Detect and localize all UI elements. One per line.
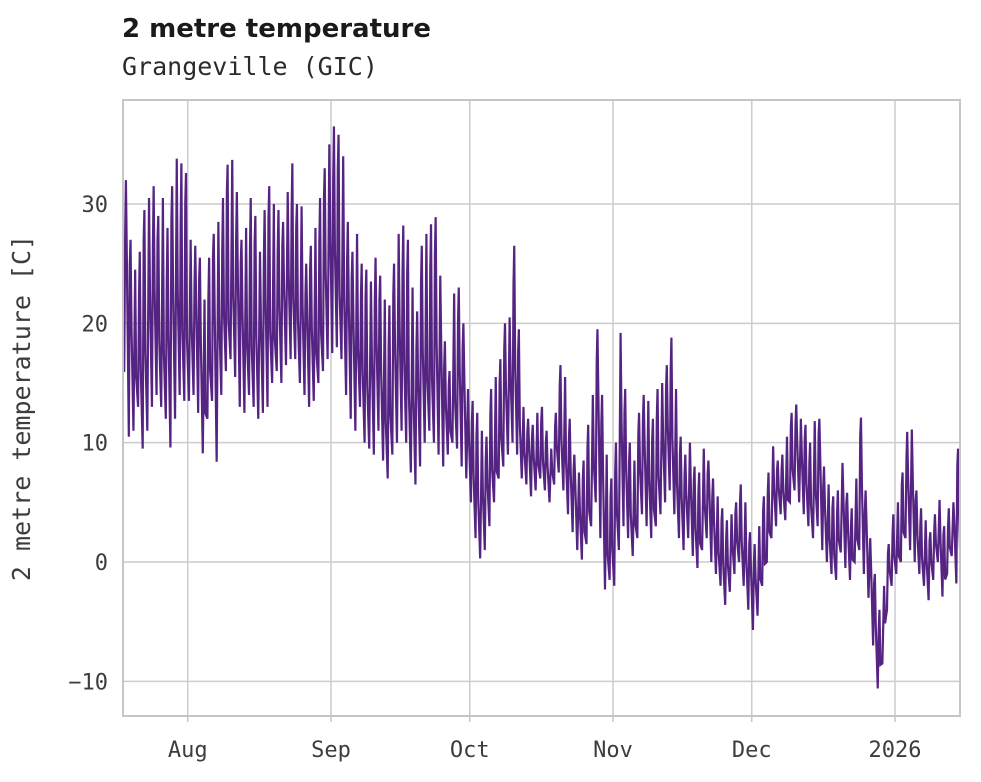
x-tick-label: Aug [168,738,208,763]
y-tick-label: 10 [82,432,109,457]
x-tick-marks [186,716,896,722]
x-tick-label: Dec [732,738,772,763]
temperature-series-line [123,126,960,689]
y-tick-label: −10 [68,670,108,695]
y-tick-label: 30 [82,193,109,218]
y-axis-label: 2 metre temperature [C] [7,235,36,581]
chart-subtitle: Grangeville (GIC) [122,52,378,81]
x-tick-label: Nov [593,738,633,763]
x-tick-label: Oct [450,738,490,763]
y-tick-labels: −10 0 10 20 30 [68,193,108,695]
y-tick-label: 0 [95,551,108,576]
plot-frame [122,99,961,717]
x-tick-label: Sep [311,738,351,763]
y-tick-label: 20 [82,312,109,337]
chart-title: 2 metre temperature [122,14,431,44]
x-tick-label: 2026 [869,738,922,763]
x-tick-labels: Aug Sep Oct Nov Dec 2026 [168,738,922,763]
